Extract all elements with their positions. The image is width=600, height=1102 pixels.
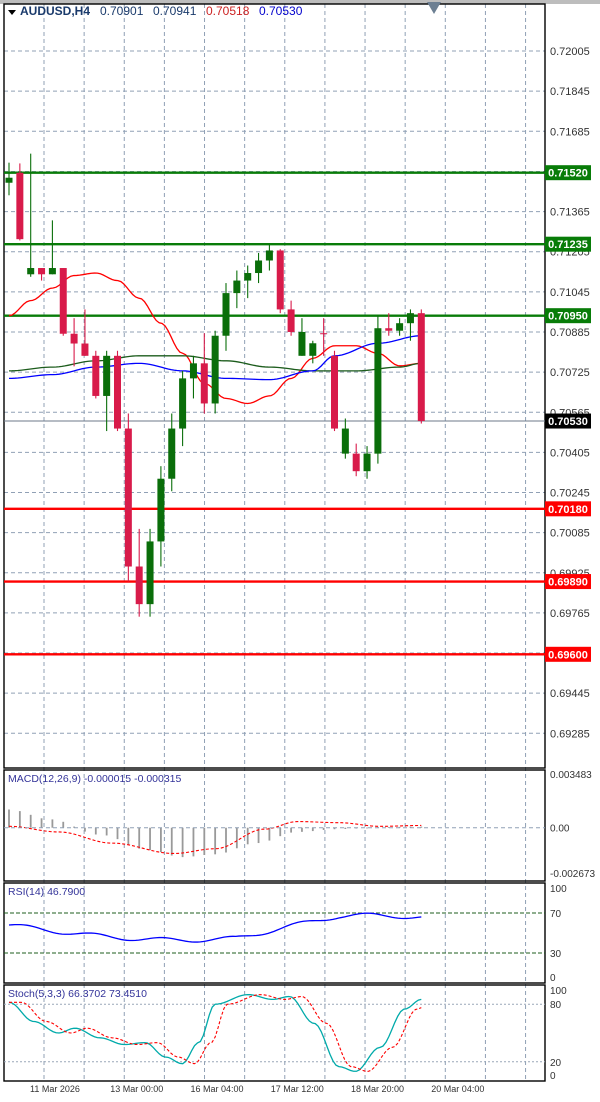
svg-text:MACD(12,26,9) -0.000015 -0.000: MACD(12,26,9) -0.000015 -0.000315	[8, 773, 182, 785]
svg-text:0: 0	[550, 1071, 556, 1082]
svg-text:0.70518: 0.70518	[206, 4, 250, 18]
svg-text:11 Mar 2026: 11 Mar 2026	[30, 1084, 80, 1094]
svg-text:70: 70	[550, 909, 562, 920]
svg-text:0.71365: 0.71365	[550, 207, 590, 219]
svg-text:0.70530: 0.70530	[548, 416, 588, 428]
svg-text:0.70725: 0.70725	[550, 367, 590, 379]
svg-text:0.72005: 0.72005	[550, 46, 590, 58]
svg-text:-0.002673: -0.002673	[550, 869, 595, 880]
svg-text:0.70180: 0.70180	[548, 504, 588, 516]
svg-text:100: 100	[550, 884, 567, 895]
svg-text:0.71520: 0.71520	[548, 168, 588, 180]
svg-text:0.70405: 0.70405	[550, 447, 590, 459]
svg-text:16 Mar 04:00: 16 Mar 04:00	[191, 1084, 244, 1094]
svg-text:AUDUSD,H4: AUDUSD,H4	[20, 4, 90, 18]
svg-text:13 Mar 00:00: 13 Mar 00:00	[110, 1084, 163, 1094]
svg-text:0.71045: 0.71045	[550, 287, 590, 299]
svg-text:Stoch(5,3,3) 66.3702 73.4510: Stoch(5,3,3) 66.3702 73.4510	[8, 988, 147, 1000]
svg-text:0.69600: 0.69600	[548, 649, 588, 661]
svg-text:0.71685: 0.71685	[550, 126, 590, 138]
svg-text:RSI(14) 46.7900: RSI(14) 46.7900	[8, 886, 85, 898]
svg-text:18 Mar 20:00: 18 Mar 20:00	[351, 1084, 404, 1094]
svg-text:0.69445: 0.69445	[550, 688, 590, 700]
svg-text:0: 0	[550, 973, 556, 984]
svg-text:100: 100	[550, 986, 567, 997]
svg-text:0.70530: 0.70530	[259, 4, 303, 18]
svg-text:0.00: 0.00	[550, 824, 570, 835]
svg-text:0.70950: 0.70950	[548, 311, 588, 323]
svg-text:80: 80	[550, 1000, 562, 1011]
svg-text:30: 30	[550, 949, 562, 960]
svg-text:0.70901: 0.70901	[100, 4, 144, 18]
svg-text:0.71845: 0.71845	[550, 86, 590, 98]
svg-text:0.70941: 0.70941	[153, 4, 197, 18]
svg-text:0.69765: 0.69765	[550, 608, 590, 620]
svg-text:20 Mar 04:00: 20 Mar 04:00	[431, 1084, 484, 1094]
svg-text:0.69285: 0.69285	[550, 728, 590, 740]
svg-text:0.71235: 0.71235	[548, 239, 588, 251]
svg-text:17 Mar 12:00: 17 Mar 12:00	[271, 1084, 324, 1094]
svg-text:0.70085: 0.70085	[550, 528, 590, 540]
svg-text:0.70245: 0.70245	[550, 488, 590, 500]
svg-text:20: 20	[550, 1058, 562, 1069]
svg-text:0.69890: 0.69890	[548, 577, 588, 589]
svg-text:0.70885: 0.70885	[550, 327, 590, 339]
svg-text:0.003483: 0.003483	[550, 770, 592, 781]
